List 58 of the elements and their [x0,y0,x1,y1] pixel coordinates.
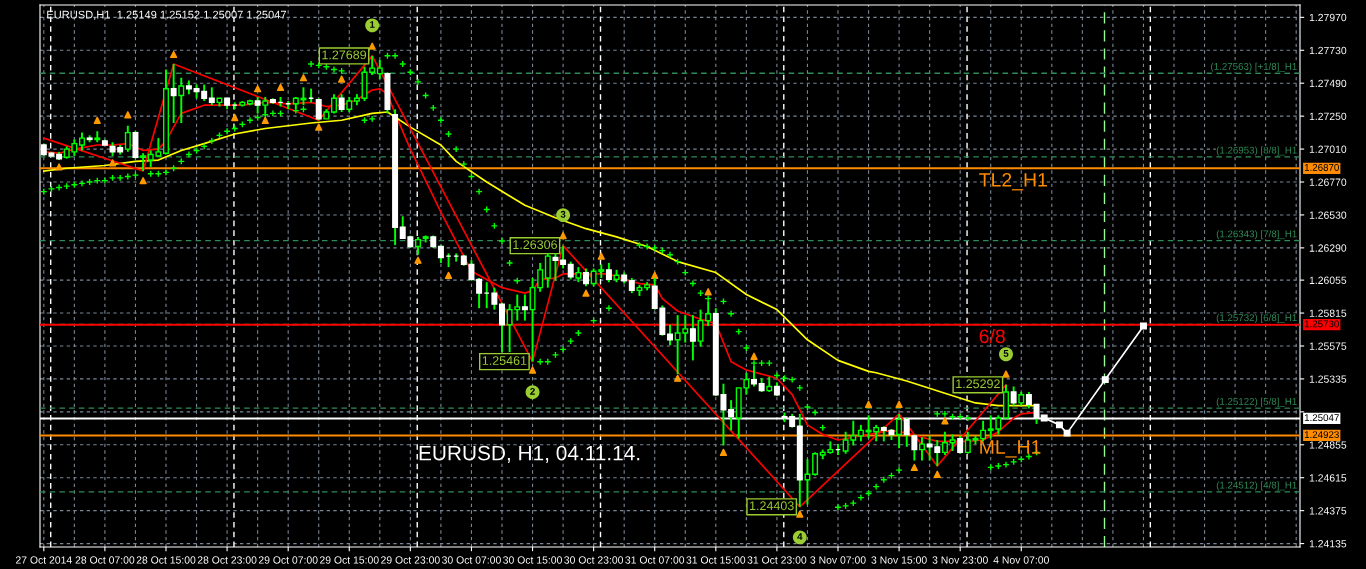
ref-line-label: (1.25122) [5/8]_H1 [1216,397,1297,407]
annotation: 2 [530,387,535,395]
y-tick-label: 1.24135 [1309,540,1347,548]
y-tick-label: 1.25335 [1309,375,1347,383]
x-tick-label: 3 Nov 07:00 [810,556,866,564]
data-label: 1.27689 [322,50,367,60]
y-tick-label: 1.24375 [1309,507,1347,515]
data-label: 1.25461 [482,356,527,365]
x-tick-label: 31 Oct 23:00 [747,556,807,564]
ref-line-label: 1.25730 [1304,320,1339,328]
ref-line-label: (1.25732) [6/8]_H1 [1216,313,1297,324]
ref-line-label: (1.26953) [8/8]_H1 [1216,146,1297,156]
y-tick-label: 1.27490 [1309,79,1347,88]
x-tick-label: 29 Oct 15:00 [319,556,379,564]
y-tick-label: 1.27250 [1309,112,1347,121]
y-tick-label: 1.26530 [1309,211,1347,219]
x-tick-label: 3 Nov 23:00 [932,556,988,564]
x-tick-label: 3 Nov 15:00 [871,556,927,564]
annotation: ML_H1 [980,440,1041,458]
annotation: 5 [1003,350,1009,357]
annotation: 6/8 [979,328,1005,344]
x-tick-label: 30 Oct 23:00 [564,556,624,564]
annotation: TL2_H1 [979,172,1047,191]
y-tick-label: 1.26055 [1309,276,1347,284]
x-tick-label: 30 Oct 15:00 [503,556,562,564]
ref-line-label: 1.24923 [1304,431,1339,439]
x-tick-label: 27 Oct 2014 [15,556,72,564]
x-tick-label: 31 Oct 15:00 [686,556,746,564]
x-tick-label: 29 Oct 07:00 [258,556,318,564]
data-label: 1.26306 [513,240,557,250]
x-tick-label: 4 Nov 07:00 [993,556,1049,564]
y-tick-label: 1.25575 [1309,342,1347,350]
data-label: 1.25292 [956,379,1000,389]
annotation: 1 [370,21,375,28]
ref-line-label: 1.26870 [1304,164,1339,171]
y-tick-label: 1.26770 [1309,178,1347,186]
annotation: 4 [797,533,803,540]
x-tick-label: 28 Oct 15:00 [136,556,196,564]
chart-title: EURUSD,H1 1.25149 1.25152 1.25007 1.25047 [47,10,287,20]
ref-line-label: (1.26343) [7/8]_H1 [1216,230,1297,240]
ref-line-label: (1.24512) [4/8]_H1 [1216,481,1297,491]
ref-line-label: (1.27563) [+1/8]_H1 [1211,62,1297,72]
y-tick-label: 1.27970 [1309,13,1347,22]
y-tick-label: 1.27010 [1309,145,1347,153]
y-tick-label: 1.26290 [1309,244,1347,252]
y-tick-label: 1.24615 [1309,474,1347,482]
data-label: 1.24403 [750,501,794,511]
ref-line-label: 1.25047 [1304,414,1339,422]
x-tick-label: 28 Oct 23:00 [197,556,257,564]
annotation: EURUSD, H1, 04.11.14. [419,445,640,463]
x-tick-label: 30 Oct 07:00 [442,556,501,564]
x-tick-label: 29 Oct 23:00 [381,556,440,564]
annotation: 3 [560,210,566,218]
y-tick-label: 1.25815 [1309,309,1347,317]
y-tick-label: 1.27730 [1309,46,1347,55]
y-tick-label: 1.24855 [1309,441,1347,449]
x-tick-label: 28 Oct 07:00 [75,556,135,564]
x-tick-label: 31 Oct 07:00 [625,556,685,564]
